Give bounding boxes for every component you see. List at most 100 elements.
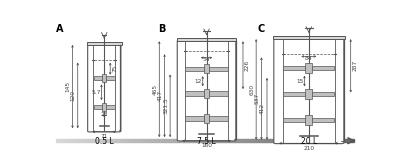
Bar [212, 139, 214, 142]
Text: 7.5 L: 7.5 L [197, 137, 216, 146]
Bar [153, 139, 154, 142]
FancyBboxPatch shape [88, 44, 121, 132]
Bar [263, 139, 264, 142]
Bar [94, 76, 102, 80]
Text: 71: 71 [100, 134, 108, 139]
Bar [221, 139, 223, 142]
Bar [284, 66, 305, 70]
Bar [346, 139, 348, 142]
Bar [206, 139, 208, 142]
Bar [284, 139, 285, 142]
Bar [78, 139, 80, 142]
Bar [102, 74, 106, 82]
Bar [208, 139, 210, 142]
Bar [247, 139, 248, 142]
Text: 20 L: 20 L [301, 137, 317, 146]
FancyBboxPatch shape [177, 40, 236, 141]
Bar [351, 139, 352, 142]
Bar [171, 139, 172, 142]
Bar [157, 139, 159, 142]
Bar [279, 139, 281, 142]
Bar [230, 139, 232, 142]
Bar [345, 139, 346, 142]
Bar [144, 139, 146, 142]
Bar [62, 139, 64, 142]
Bar [251, 139, 253, 142]
Text: 5.7: 5.7 [92, 90, 101, 95]
Bar [186, 67, 204, 71]
Bar [169, 139, 171, 142]
Bar [226, 139, 227, 142]
Bar [303, 139, 305, 142]
Bar [58, 139, 59, 142]
Text: 54: 54 [203, 57, 210, 62]
Bar [210, 91, 228, 96]
Bar [300, 139, 302, 142]
Bar [160, 139, 162, 142]
Bar [305, 115, 312, 124]
Bar [123, 139, 125, 142]
Bar [166, 139, 168, 142]
Text: 28: 28 [100, 112, 108, 117]
Bar [189, 139, 190, 142]
Bar [194, 139, 196, 142]
Bar [87, 42, 122, 45]
Bar [186, 91, 204, 96]
Bar [204, 139, 205, 142]
Bar [119, 139, 120, 142]
Bar [349, 139, 351, 142]
Bar [136, 139, 138, 142]
Bar [204, 64, 210, 73]
Bar [336, 139, 338, 142]
Bar [198, 139, 199, 142]
Bar [343, 139, 345, 142]
Bar [101, 139, 102, 142]
Bar [218, 139, 220, 142]
Bar [187, 139, 189, 142]
Bar [140, 139, 141, 142]
Bar [281, 139, 282, 142]
Bar [147, 139, 148, 142]
Bar [294, 139, 296, 142]
Bar [89, 139, 90, 142]
Bar [312, 92, 334, 96]
Bar [241, 139, 242, 142]
Bar [282, 139, 284, 142]
Bar [266, 139, 268, 142]
Bar [227, 139, 229, 142]
Bar [287, 139, 288, 142]
Bar [254, 139, 256, 142]
Bar [333, 139, 334, 142]
Bar [111, 139, 113, 142]
Bar [82, 139, 83, 142]
Bar [86, 139, 88, 142]
Bar [177, 139, 178, 142]
Bar [174, 139, 175, 142]
Bar [192, 139, 193, 142]
Bar [196, 139, 198, 142]
Bar [340, 139, 342, 142]
Bar [328, 139, 330, 142]
Bar [168, 139, 169, 142]
Bar [253, 139, 254, 142]
Bar [190, 139, 192, 142]
Bar [156, 139, 157, 142]
Bar [165, 139, 166, 142]
Bar [184, 139, 186, 142]
Bar [314, 139, 315, 142]
Bar [236, 139, 238, 142]
Bar [262, 139, 263, 142]
Bar [257, 139, 258, 142]
Bar [61, 139, 62, 142]
Bar [275, 139, 276, 142]
Bar [98, 139, 99, 142]
Bar [84, 139, 86, 142]
Text: 537: 537 [254, 93, 260, 104]
Bar [181, 139, 183, 142]
Bar [229, 139, 230, 142]
Bar [256, 139, 257, 142]
Bar [217, 139, 218, 142]
Bar [152, 139, 153, 142]
Bar [258, 139, 260, 142]
Bar [146, 139, 147, 142]
